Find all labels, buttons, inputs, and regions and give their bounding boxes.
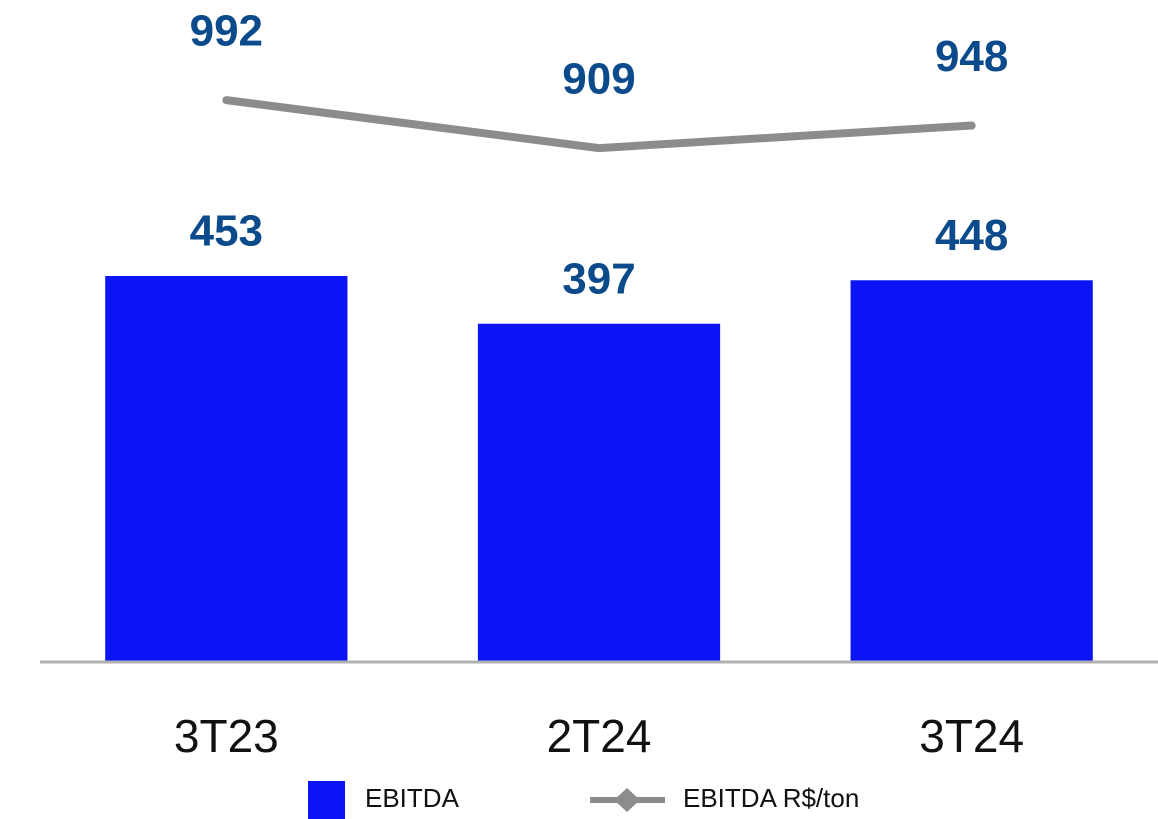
legend-marker	[614, 788, 640, 812]
value-label: 992	[190, 7, 263, 56]
bar	[477, 323, 721, 662]
legend-label: EBITDA R$/ton	[683, 783, 859, 813]
value-label: 909	[562, 55, 635, 104]
x-tick-label: 3T23	[174, 710, 279, 762]
line	[222, 96, 976, 153]
value-label: 948	[935, 32, 1008, 81]
legend-label: EBITDA	[365, 783, 460, 813]
legend-swatch	[308, 781, 345, 819]
value-label: 448	[935, 211, 1008, 260]
bar	[850, 280, 1093, 662]
bar	[105, 276, 348, 662]
x-tick-label: 2T24	[547, 710, 652, 762]
x-tick-label: 3T24	[919, 710, 1024, 762]
value-label: 453	[190, 207, 263, 256]
value-label: 397	[562, 254, 635, 303]
